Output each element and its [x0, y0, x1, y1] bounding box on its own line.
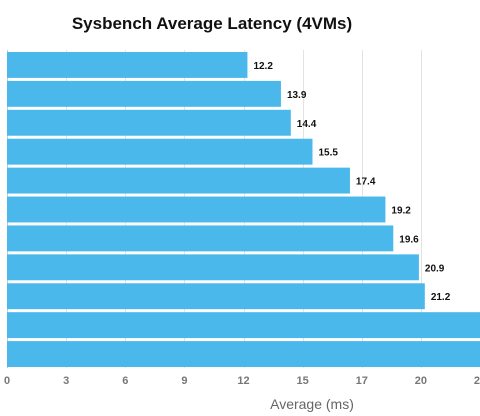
bar[interactable]: [7, 80, 281, 107]
data-label: 21.2: [431, 292, 451, 303]
bar[interactable]: [7, 254, 419, 281]
x-tick-label: 15: [297, 375, 309, 387]
bar[interactable]: [7, 341, 480, 367]
x-tick-label: 6: [122, 375, 128, 387]
data-label: 20.9: [425, 263, 445, 274]
x-tick-label: 20: [415, 375, 427, 387]
x-axis-title: Average (ms): [270, 396, 354, 412]
x-tick-label: 3: [63, 375, 69, 387]
bar[interactable]: [7, 52, 248, 78]
data-label: 19.6: [399, 234, 419, 245]
data-label: 19.2: [391, 206, 411, 217]
bar[interactable]: [7, 312, 480, 339]
x-tick-label: 0: [4, 375, 10, 387]
bar[interactable]: [7, 225, 394, 252]
data-label: 17.4: [356, 177, 376, 188]
bar[interactable]: [7, 109, 291, 136]
bar[interactable]: [7, 167, 350, 194]
data-label: 12.2: [253, 61, 273, 72]
x-tick-label: 17: [356, 375, 368, 387]
x-tick-labels: 0 3 6 9 12 15 17 20 23: [4, 375, 480, 387]
x-tick-label: 23: [474, 375, 480, 387]
bar[interactable]: [7, 196, 386, 223]
x-tick-label: 9: [181, 375, 187, 387]
bar[interactable]: [7, 283, 425, 310]
bars: [7, 52, 480, 367]
data-label: 14.4: [297, 119, 317, 130]
data-label: 13.9: [287, 90, 307, 101]
bar[interactable]: [7, 138, 313, 165]
chart-title: Sysbench Average Latency (4VMs): [71, 14, 353, 33]
data-label: 15.5: [318, 148, 338, 159]
x-tick-label: 12: [237, 375, 249, 387]
data-labels: 12.2 13.9 14.4 15.5 17.4 19.2 19.6 20.9 21.2: [253, 61, 450, 303]
